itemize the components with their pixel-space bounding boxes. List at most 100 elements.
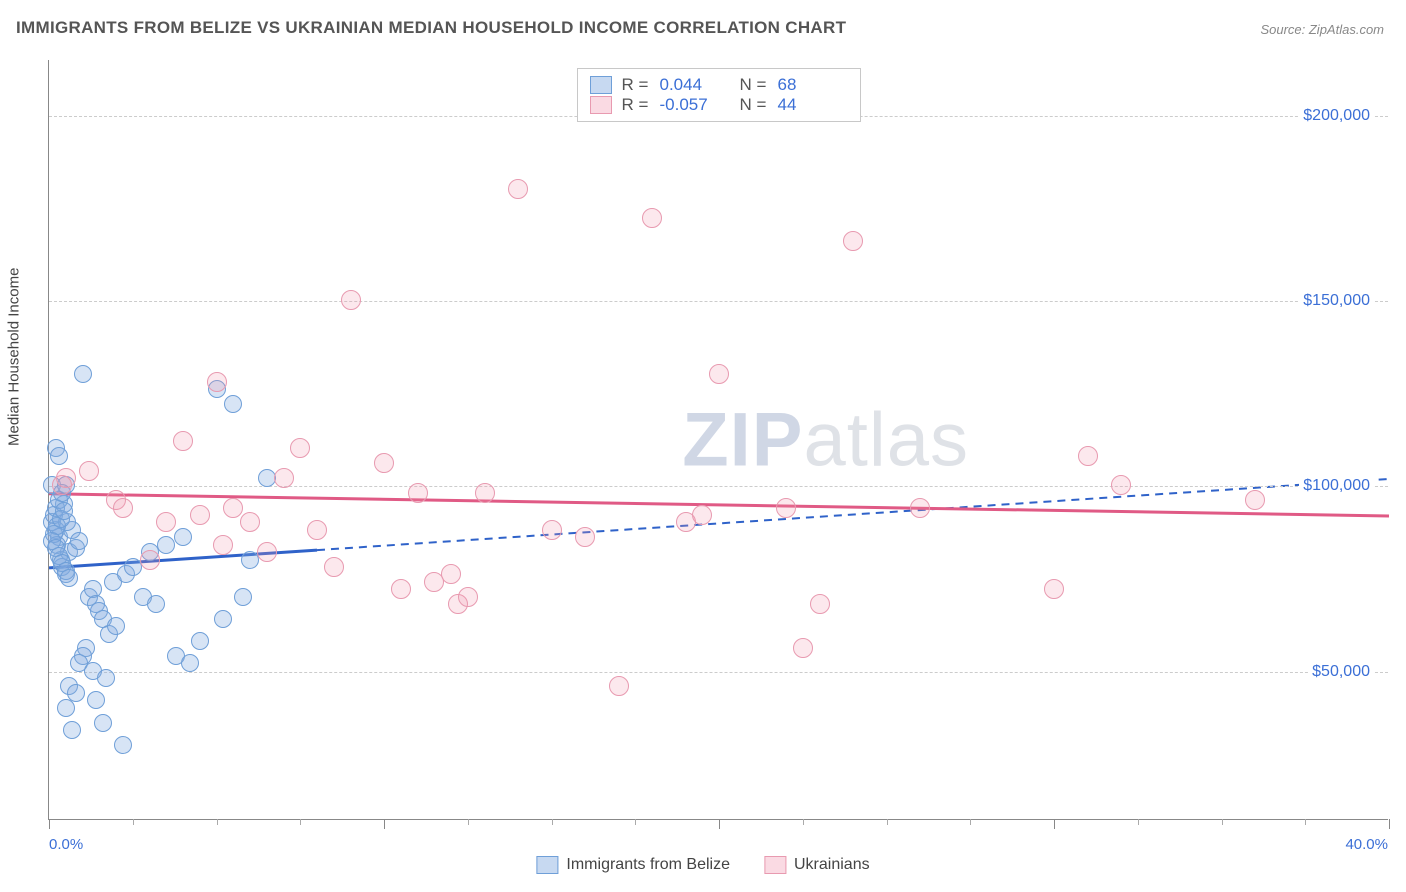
data-point bbox=[79, 461, 99, 481]
legend-correlation: R = 0.044 N = 68 R = -0.057 N = 44 bbox=[577, 68, 861, 122]
data-point bbox=[307, 520, 327, 540]
data-point bbox=[70, 532, 88, 550]
source-label: Source: ZipAtlas.com bbox=[1260, 22, 1384, 37]
x-max-label: 40.0% bbox=[1345, 836, 1388, 853]
swatch-blue-icon bbox=[590, 76, 612, 94]
x-min-label: 0.0% bbox=[49, 836, 83, 853]
data-point bbox=[910, 498, 930, 518]
data-point bbox=[709, 364, 729, 384]
data-point bbox=[213, 535, 233, 555]
data-point bbox=[157, 536, 175, 554]
r-value: 0.044 bbox=[660, 75, 730, 95]
data-point bbox=[140, 550, 160, 570]
legend-label: Immigrants from Belize bbox=[566, 856, 730, 874]
data-point bbox=[74, 365, 92, 383]
data-point bbox=[1044, 579, 1064, 599]
data-point bbox=[191, 632, 209, 650]
data-point bbox=[642, 208, 662, 228]
data-point bbox=[181, 654, 199, 672]
x-tick-minor bbox=[468, 819, 469, 825]
grid-line bbox=[49, 672, 1388, 673]
data-point bbox=[56, 468, 76, 488]
data-point bbox=[274, 468, 294, 488]
data-point bbox=[173, 431, 193, 451]
data-point bbox=[114, 736, 132, 754]
data-point bbox=[147, 595, 165, 613]
data-point bbox=[57, 699, 75, 717]
x-tick-major bbox=[49, 819, 50, 829]
legend-item-blue: Immigrants from Belize bbox=[536, 856, 730, 874]
data-point bbox=[458, 587, 478, 607]
data-point bbox=[810, 594, 830, 614]
x-tick-major bbox=[1054, 819, 1055, 829]
x-tick-minor bbox=[1138, 819, 1139, 825]
swatch-pink-icon bbox=[764, 856, 786, 874]
x-tick-minor bbox=[1222, 819, 1223, 825]
x-tick-minor bbox=[133, 819, 134, 825]
y-tick-label: $100,000 bbox=[1299, 477, 1374, 495]
legend-series: Immigrants from Belize Ukrainians bbox=[536, 856, 869, 874]
x-tick-major bbox=[1389, 819, 1390, 829]
n-label: N = bbox=[740, 75, 768, 95]
grid-line bbox=[49, 301, 1388, 302]
data-point bbox=[1245, 490, 1265, 510]
data-point bbox=[1078, 446, 1098, 466]
data-point bbox=[1111, 475, 1131, 495]
data-point bbox=[174, 528, 192, 546]
data-point bbox=[257, 542, 277, 562]
x-tick-minor bbox=[217, 819, 218, 825]
data-point bbox=[60, 569, 78, 587]
r-label: R = bbox=[622, 95, 650, 115]
y-tick-label: $50,000 bbox=[1308, 663, 1374, 681]
r-value: -0.057 bbox=[660, 95, 730, 115]
x-tick-major bbox=[384, 819, 385, 829]
data-point bbox=[374, 453, 394, 473]
data-point bbox=[87, 691, 105, 709]
data-point bbox=[107, 617, 125, 635]
x-tick-minor bbox=[300, 819, 301, 825]
data-point bbox=[97, 669, 115, 687]
legend-row-blue: R = 0.044 N = 68 bbox=[590, 75, 848, 95]
x-tick-minor bbox=[803, 819, 804, 825]
y-tick-label: $200,000 bbox=[1299, 107, 1374, 125]
data-point bbox=[290, 438, 310, 458]
data-point bbox=[50, 447, 68, 465]
data-point bbox=[207, 372, 227, 392]
swatch-pink-icon bbox=[590, 96, 612, 114]
data-point bbox=[214, 610, 232, 628]
data-point bbox=[63, 721, 81, 739]
data-point bbox=[793, 638, 813, 658]
n-value: 68 bbox=[778, 75, 848, 95]
data-point bbox=[542, 520, 562, 540]
swatch-blue-icon bbox=[536, 856, 558, 874]
data-point bbox=[843, 231, 863, 251]
data-point bbox=[324, 557, 344, 577]
data-point bbox=[692, 505, 712, 525]
chart-title: IMMIGRANTS FROM BELIZE VS UKRAINIAN MEDI… bbox=[16, 18, 846, 38]
data-point bbox=[508, 179, 528, 199]
n-value: 44 bbox=[778, 95, 848, 115]
data-point bbox=[223, 498, 243, 518]
plot-area: ZIPatlas R = 0.044 N = 68 R = -0.057 N =… bbox=[48, 60, 1388, 820]
x-tick-minor bbox=[970, 819, 971, 825]
x-tick-minor bbox=[552, 819, 553, 825]
x-tick-minor bbox=[887, 819, 888, 825]
y-tick-label: $150,000 bbox=[1299, 292, 1374, 310]
data-point bbox=[575, 527, 595, 547]
data-point bbox=[190, 505, 210, 525]
watermark-zip: ZIP bbox=[682, 397, 803, 482]
data-point bbox=[441, 564, 461, 584]
r-label: R = bbox=[622, 75, 650, 95]
trend-lines bbox=[49, 60, 1389, 820]
data-point bbox=[408, 483, 428, 503]
data-point bbox=[240, 512, 260, 532]
legend-label: Ukrainians bbox=[794, 856, 870, 874]
x-tick-minor bbox=[1305, 819, 1306, 825]
data-point bbox=[113, 498, 133, 518]
data-point bbox=[391, 579, 411, 599]
legend-item-pink: Ukrainians bbox=[764, 856, 870, 874]
n-label: N = bbox=[740, 95, 768, 115]
watermark: ZIPatlas bbox=[682, 396, 969, 483]
data-point bbox=[234, 588, 252, 606]
data-point bbox=[94, 714, 112, 732]
